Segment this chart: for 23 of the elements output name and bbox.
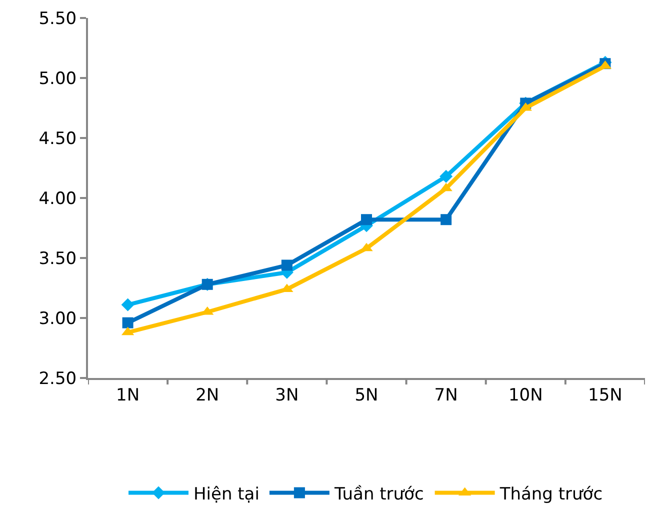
point bbox=[122, 317, 134, 328]
legend-label: Tuần trước bbox=[333, 484, 424, 504]
point bbox=[440, 170, 453, 183]
x-tick-label: 15N bbox=[588, 385, 622, 406]
x-tick-label: 3N bbox=[275, 385, 299, 406]
y-tick-label: 3.50 bbox=[38, 248, 77, 269]
legend-label: Tháng trước bbox=[498, 484, 603, 504]
x-tick-label: 1N bbox=[116, 385, 140, 406]
y-tick-label: 4.50 bbox=[38, 128, 77, 149]
x-tick-label: 10N bbox=[508, 385, 543, 406]
y-tick-label: 4.00 bbox=[38, 188, 77, 209]
x-tick-label: 7N bbox=[434, 385, 458, 406]
y-tick-label: 5.50 bbox=[38, 8, 77, 29]
x-tick-label: 2N bbox=[196, 385, 220, 406]
point bbox=[281, 260, 292, 271]
y-tick-label: 3.00 bbox=[38, 308, 77, 329]
x-tick-label: 5N bbox=[354, 385, 378, 406]
point bbox=[121, 298, 134, 312]
legend-label: Hiện tại bbox=[194, 484, 260, 504]
point bbox=[440, 214, 452, 226]
point bbox=[361, 214, 372, 226]
y-tick-label: 2.50 bbox=[38, 368, 77, 389]
y-tick-label: 5.00 bbox=[38, 68, 77, 89]
